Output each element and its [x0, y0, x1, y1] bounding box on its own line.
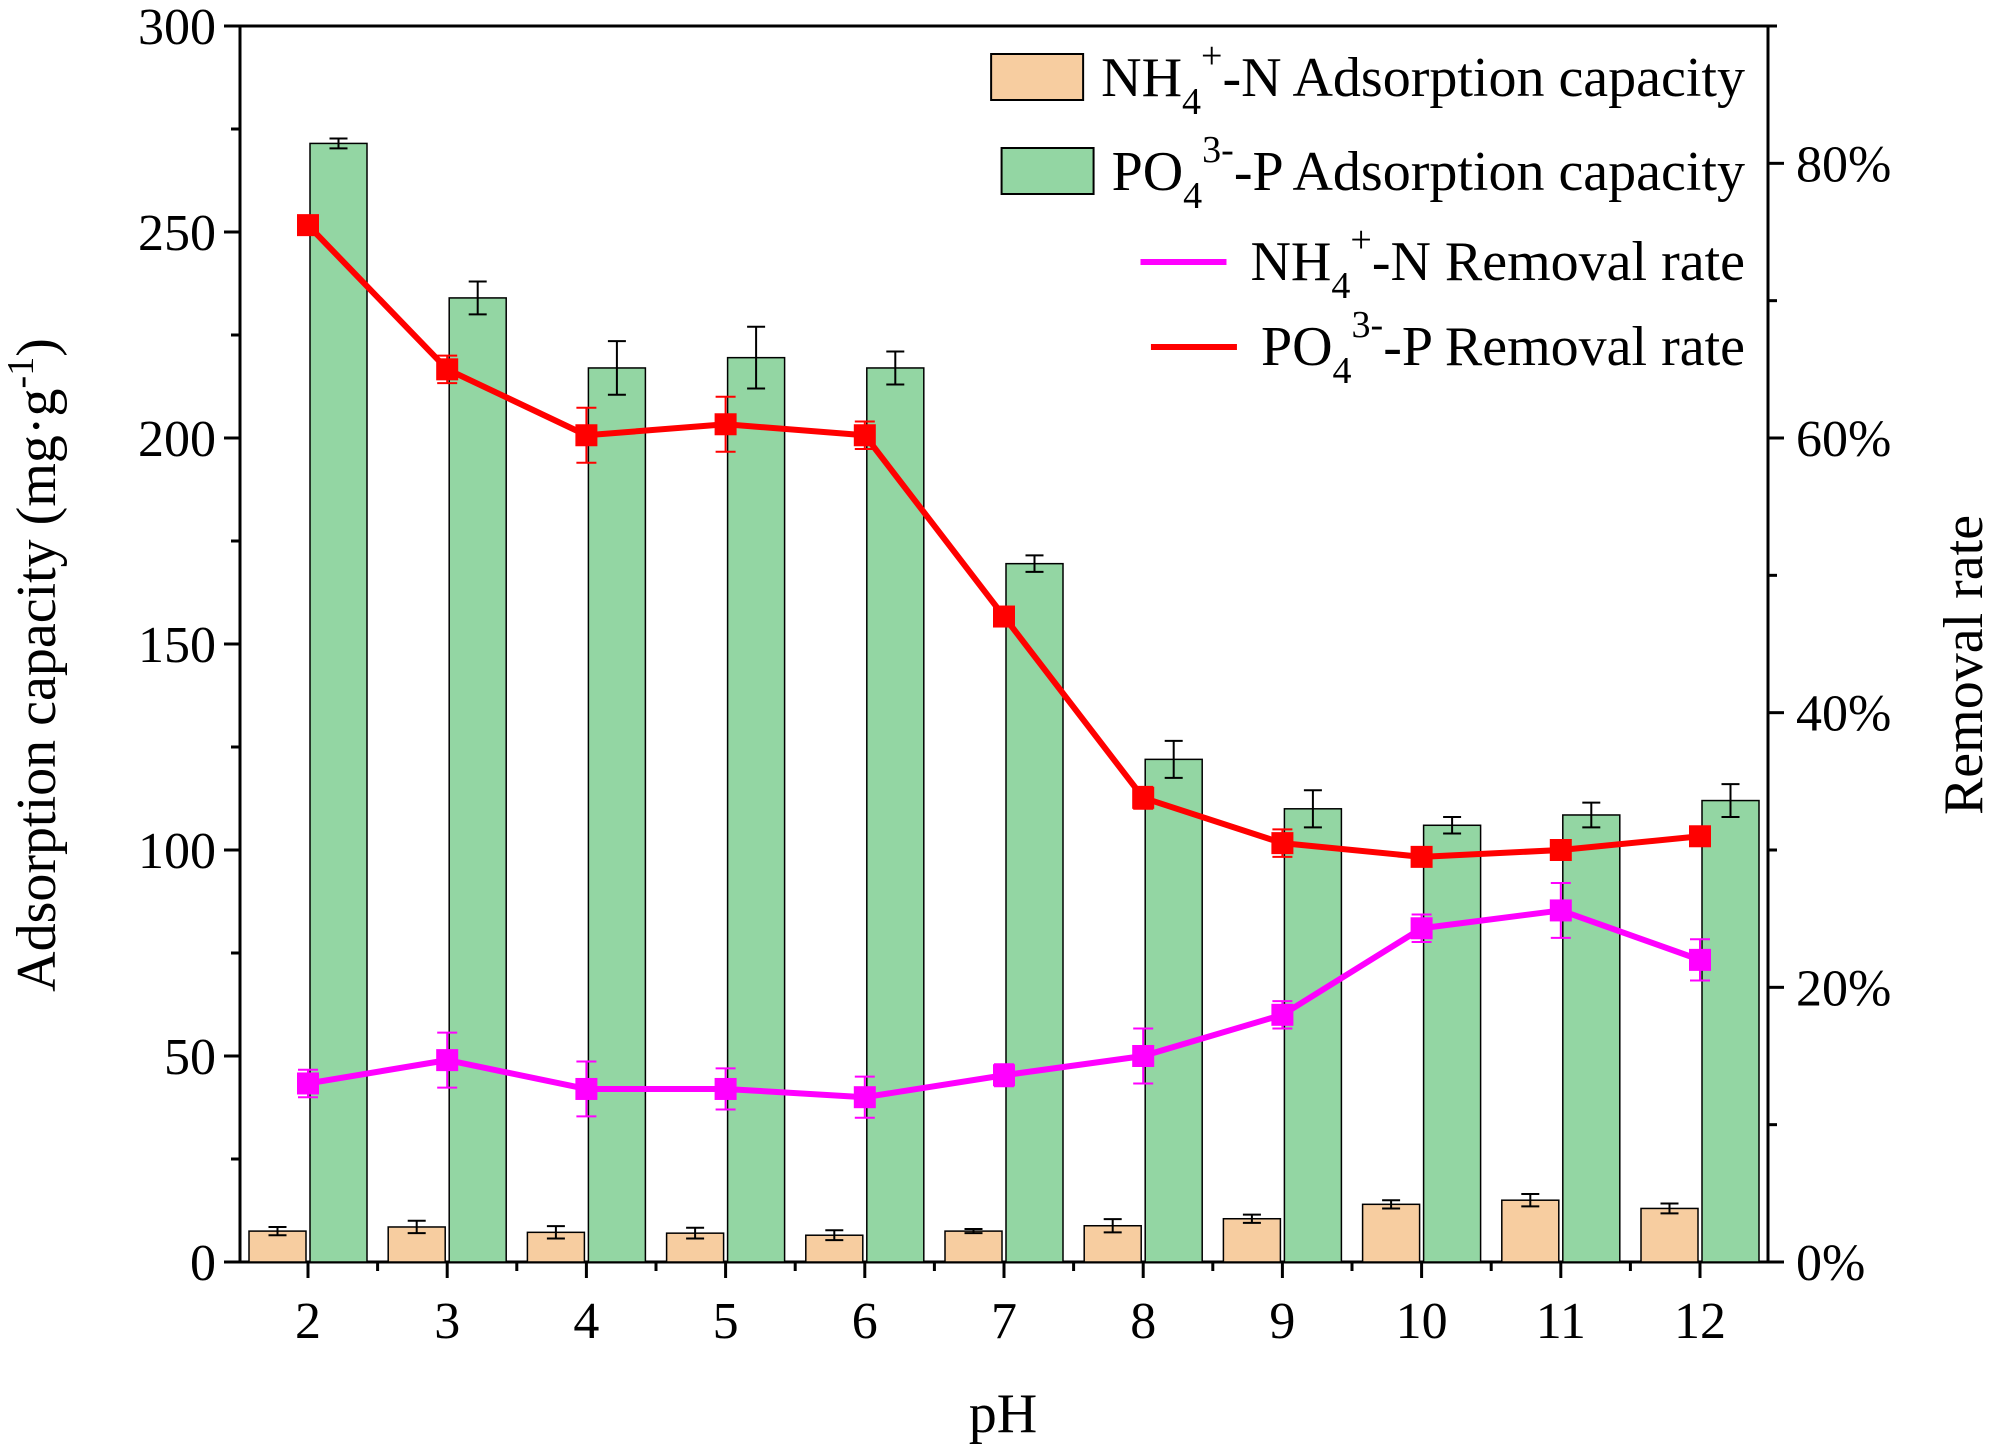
bar-po4-10 [1422, 824, 1482, 1263]
x-tick-label: 3 [434, 1293, 460, 1350]
x-tick-label: 8 [1130, 1293, 1156, 1350]
x-tick-label: 10 [1396, 1293, 1448, 1350]
bar-nh4-11 [1501, 1199, 1560, 1263]
point-nh4-8 [1132, 1045, 1155, 1067]
bar-nh4-4 [526, 1231, 586, 1263]
point-po4-4 [575, 424, 598, 447]
legend-label-subscript: 4 [1333, 350, 1352, 392]
point-nh4-2 [297, 1072, 319, 1095]
x-tick-label: 11 [1536, 1293, 1586, 1350]
x-tick-label: 5 [713, 1293, 739, 1350]
axes-group: 0 50 100 150 200 250 300 0% 20% 40% 60% 80% 2 3 4 5 6 7 8 9… [138, 0, 1891, 1350]
point-nh4-7 [993, 1064, 1015, 1087]
bar-nh4-9 [1222, 1217, 1282, 1263]
x-tick-label: 9 [1269, 1293, 1295, 1350]
x-axis-title: pH [969, 1383, 1037, 1445]
y-tick-label: 100 [138, 823, 216, 880]
y-tick-label: 0 [190, 1235, 216, 1292]
point-nh4-12 [1689, 948, 1711, 971]
y-tick-label: 150 [138, 617, 216, 674]
point-po4-11 [1549, 839, 1572, 861]
bar-po4-4 [587, 367, 647, 1263]
legend-label-rest: -N Removal rate [1372, 231, 1745, 293]
point-nh4-4 [575, 1077, 598, 1100]
x-tick-label: 2 [295, 1293, 321, 1350]
point-po4-7 [993, 605, 1015, 628]
bar-po4-6 [866, 367, 925, 1263]
bar-po4-12 [1701, 799, 1760, 1263]
legend-label-2: NH4+-N Removal rate [1250, 219, 1745, 307]
y2-tick-label: 20% [1796, 960, 1891, 1017]
y2-axis-title: Removal rate [1933, 515, 1995, 815]
y-tick-label: 250 [138, 205, 216, 262]
x-tick-label: 4 [573, 1293, 599, 1350]
legend-label-superscript: + [1350, 219, 1371, 261]
y-axis-title: Adsorption capacity (mg·g-1) [0, 338, 68, 992]
bar-po4-3 [448, 297, 507, 1263]
bar-po4-7 [1005, 562, 1064, 1263]
bar-nh4-7 [944, 1230, 1003, 1263]
legend-label-base: PO [1112, 141, 1184, 203]
legend-label-subscript: 4 [1331, 265, 1350, 307]
point-nh4-11 [1549, 899, 1572, 922]
bar-po4-8 [1144, 758, 1203, 1263]
y2-tick-label: 80% [1796, 136, 1891, 193]
point-nh4-9 [1271, 1003, 1294, 1026]
legend-label-base: PO [1261, 316, 1333, 378]
legend-label-superscript: 3- [1202, 129, 1234, 171]
legend-swatch-0 [990, 53, 1085, 101]
point-po4-3 [436, 358, 459, 381]
legend-label-rest: -P Adsorption capacity [1234, 141, 1745, 203]
point-po4-12 [1689, 825, 1711, 848]
y2-tick-label: 60% [1796, 411, 1891, 468]
legend-label-subscript: 4 [1183, 175, 1202, 217]
point-po4-10 [1410, 845, 1433, 868]
legend-label-rest: -N Adsorption capacity [1222, 47, 1745, 109]
bar-po4-11 [1562, 814, 1621, 1263]
point-po4-8 [1132, 786, 1155, 809]
bar-po4-9 [1283, 808, 1343, 1263]
bars-group [248, 137, 1760, 1263]
legend-swatch-1 [1000, 147, 1095, 195]
point-po4-5 [714, 413, 737, 436]
y-tick-label: 50 [164, 1029, 216, 1086]
point-po4-2 [297, 214, 319, 237]
legend-label-superscript: 3- [1352, 304, 1384, 346]
y2-tick-label: 40% [1796, 686, 1891, 743]
legend-label-0: NH4+-N Adsorption capacity [1101, 35, 1745, 123]
y-axis-title-main: Adsorption capacity (mg·g [6, 388, 68, 991]
lines-group [297, 214, 1711, 1119]
bar-po4-5 [726, 356, 786, 1263]
y-axis-title-superscript: -1 [0, 357, 42, 389]
point-nh4-10 [1410, 917, 1433, 940]
bar-nh4-10 [1361, 1203, 1421, 1263]
point-nh4-6 [853, 1086, 876, 1109]
x-tick-label: 7 [991, 1293, 1017, 1350]
point-nh4-5 [714, 1077, 737, 1100]
y2-tick-label: 0% [1796, 1235, 1865, 1292]
x-tick-label: 6 [852, 1293, 878, 1350]
bar-nh4-12 [1640, 1207, 1699, 1263]
point-po4-6 [853, 424, 876, 447]
bar-nh4-6 [805, 1234, 864, 1263]
legend-label-rest: -P Removal rate [1383, 316, 1745, 378]
legend-label-1: PO43--P Adsorption capacity [1112, 129, 1745, 217]
legend-label-base: NH [1250, 231, 1331, 293]
legend-label-3: PO43--P Removal rate [1261, 304, 1745, 392]
y-axis-title-close: ) [6, 338, 68, 357]
y-tick-label: 300 [138, 0, 216, 56]
y-tick-label: 200 [138, 411, 216, 468]
legend-label-base: NH [1101, 47, 1182, 109]
point-po4-9 [1271, 832, 1294, 855]
point-nh4-3 [436, 1049, 459, 1072]
legend-label-superscript: + [1201, 35, 1222, 77]
legend-label-subscript: 4 [1182, 81, 1201, 123]
x-tick-label: 12 [1674, 1293, 1726, 1350]
